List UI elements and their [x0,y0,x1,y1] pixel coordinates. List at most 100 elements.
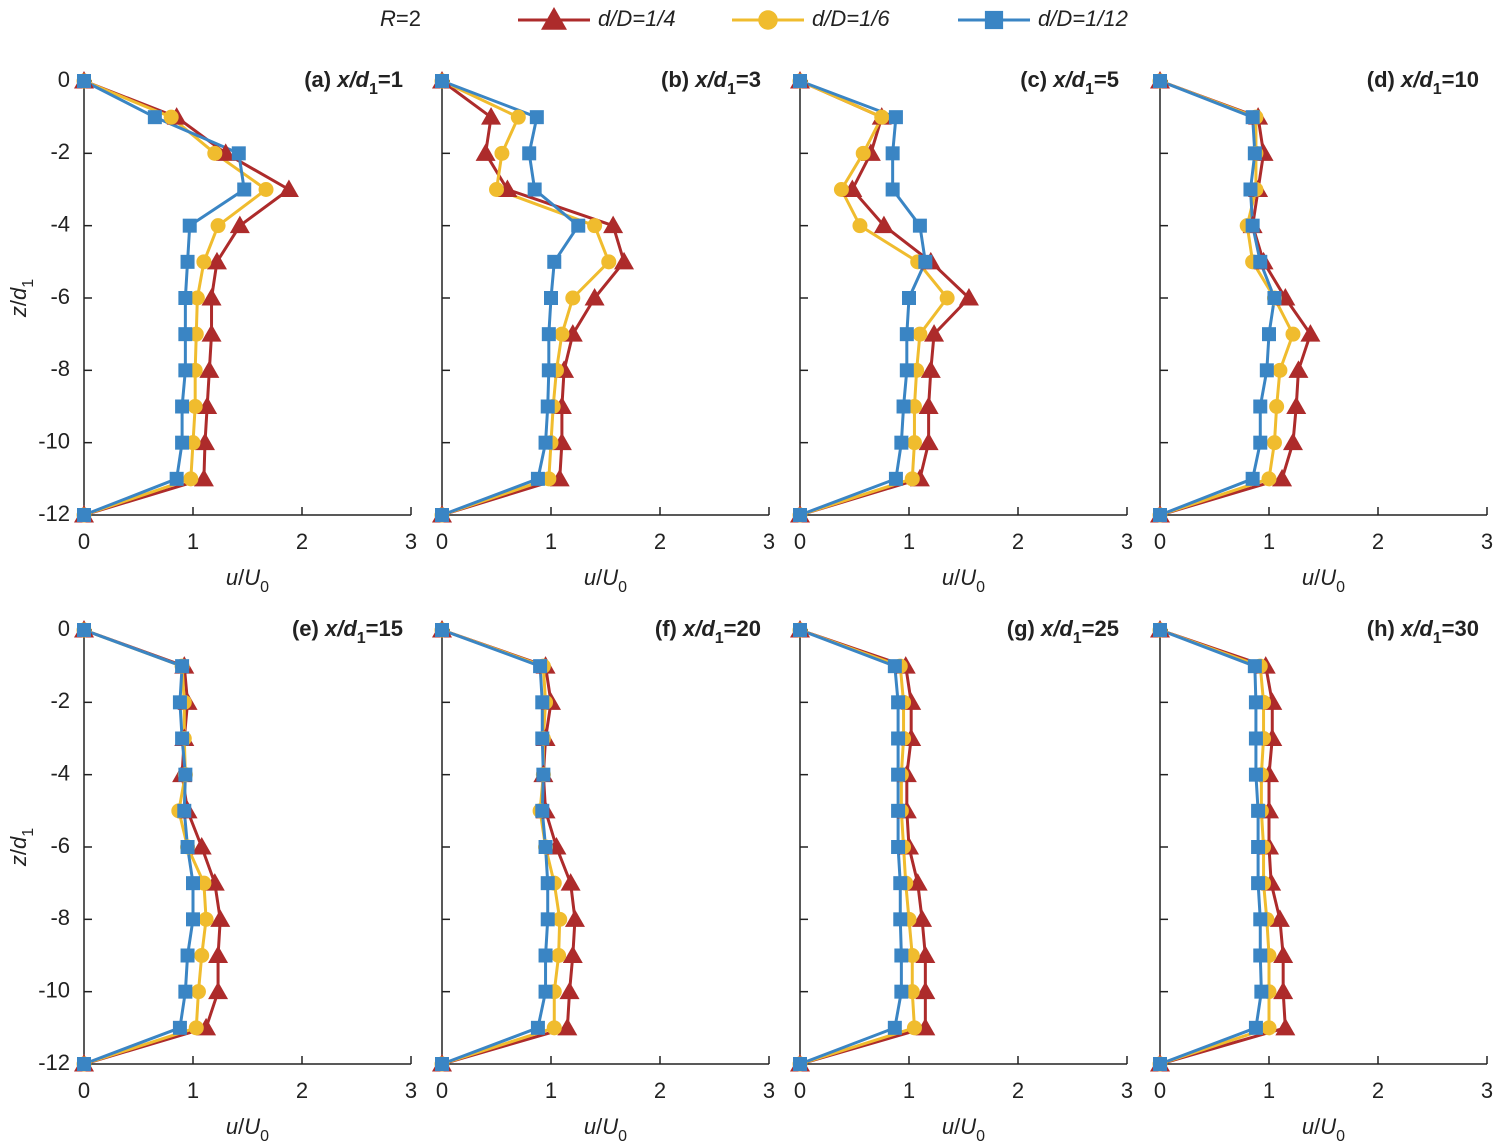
x-axis-label-part: / [1314,1114,1321,1139]
marker [1153,1057,1167,1071]
marker [614,251,635,270]
x-axis-label: u/U0 [1302,565,1345,596]
marker [571,218,586,233]
marker [1247,146,1262,161]
marker [891,803,906,818]
marker [1262,327,1276,342]
x-tick-label: 3 [1121,529,1133,554]
marker [894,984,909,999]
marker [1248,767,1263,782]
marker [984,10,1004,30]
marker [529,110,544,125]
marker [538,948,553,963]
marker [885,182,900,197]
marker [175,435,190,450]
panel-title-part: =5 [1094,67,1119,92]
marker [894,435,909,450]
marker [178,984,193,999]
marker [258,182,274,197]
legend-label: d/D=1/6 [812,6,890,31]
x-axis-label-part: u [584,565,596,590]
marker [207,145,223,161]
marker [833,182,849,197]
panel-title-part: x/d [336,67,369,92]
panel-title-part: (f) [655,616,683,641]
x-tick-label: 3 [1121,1078,1133,1103]
marker [562,945,583,963]
x-axis-label-part: U [1320,1114,1336,1139]
marker [552,911,568,927]
series-line [83,79,268,517]
marker [1273,945,1294,963]
x-tick-label: 2 [654,529,666,554]
marker [1248,731,1263,746]
panel-title-part: x/d [694,67,727,92]
x-axis-label-part: u [226,565,238,590]
panel-title-part: =25 [1082,616,1119,641]
panel-title-part: =10 [1442,67,1479,92]
y-axis-label-part: z [6,306,31,318]
x-axis-label-part: U [244,1114,260,1139]
x-tick-label: 1 [545,1078,557,1103]
marker [852,218,868,234]
marker [918,432,939,451]
x-tick-label: 0 [436,529,448,554]
legend-label: d/D=1/4 [598,6,676,31]
marker [554,326,570,342]
x-axis-label: u/U0 [1302,1114,1345,1145]
marker [793,623,807,637]
marker [1282,432,1303,451]
legend-title-part: R [380,6,396,31]
marker [891,840,906,854]
marker [565,290,581,306]
x-axis-label-part: 0 [976,1128,985,1145]
series-line [1159,628,1263,1066]
y-tick-label: -6 [50,833,70,858]
marker [601,254,617,270]
x-axis-label-part: / [954,1114,961,1139]
x-axis-label-part: / [954,565,961,590]
marker [1272,362,1288,378]
marker [175,399,190,414]
marker [887,659,902,674]
marker [891,731,906,746]
x-tick-label: 0 [1154,1078,1166,1103]
marker [1243,182,1258,197]
x-axis-label-part: u [1302,1114,1314,1139]
panel-title-part: (c) [1020,67,1053,92]
y-tick-label: -2 [50,688,70,713]
marker [544,291,558,305]
marker [535,695,550,710]
marker [175,731,190,746]
panel-title: (c) x/d1=5 [1020,67,1119,98]
panel-title-part: =3 [736,67,761,92]
x-axis-label-part: u [942,565,954,590]
marker [1254,984,1269,999]
x-tick-label: 2 [1372,1078,1384,1103]
legend-title: R=2 [380,6,421,31]
x-axis-label-part: 0 [1336,1128,1345,1145]
x-tick-label: 1 [903,529,915,554]
marker [1153,508,1167,522]
y-axis-label-part: 1 [20,828,37,837]
marker [435,623,449,637]
marker [510,109,526,125]
panel-title-part: =30 [1442,616,1479,641]
marker [196,875,212,891]
marker [1275,1017,1296,1036]
x-axis-label-part: u [226,1114,238,1139]
marker [435,1057,449,1071]
marker [758,10,778,30]
marker [191,837,212,855]
marker [547,254,562,269]
panel-title: (h) x/d1=30 [1367,616,1479,647]
x-axis-label-part: / [596,565,603,590]
marker [540,876,555,891]
marker [924,324,945,342]
marker [603,215,624,234]
marker [530,1020,545,1035]
y-tick-label: -10 [38,977,70,1002]
marker [557,1017,578,1036]
marker [1248,695,1263,710]
